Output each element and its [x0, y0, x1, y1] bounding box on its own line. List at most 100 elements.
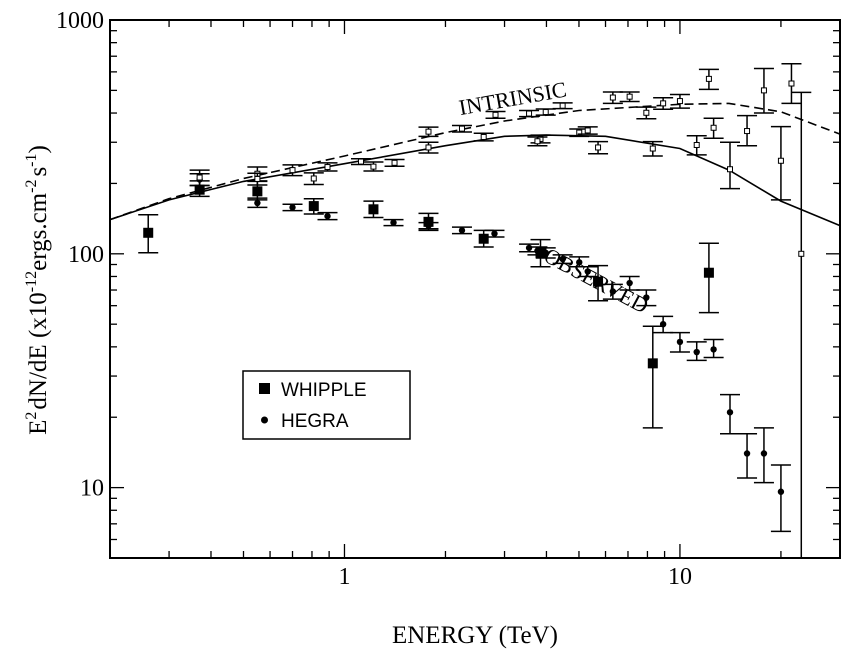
intrinsic-whipple-point — [642, 140, 663, 157]
open-square-marker — [391, 159, 398, 166]
y-tick-label: 1000 — [56, 8, 104, 34]
open-square-marker — [534, 138, 541, 145]
legend-marker-whipple — [259, 383, 270, 394]
intrinsic-hegra-point — [770, 125, 791, 201]
intrinsic-hegra-point — [189, 169, 210, 187]
circle-marker — [626, 279, 633, 287]
open-square-marker — [777, 157, 784, 164]
intrinsic-hegra-point — [720, 141, 741, 190]
circle-marker — [777, 488, 785, 495]
circle-marker — [289, 204, 296, 211]
open-square-marker — [705, 75, 712, 82]
intrinsic-hegra-point — [282, 164, 303, 177]
open-square-marker — [458, 125, 465, 132]
x-tick-labels: 1 10 — [338, 564, 691, 590]
data-points — [138, 62, 812, 558]
whipple-point — [363, 200, 384, 219]
legend-label-hegra: HEGRA — [281, 411, 349, 432]
open-square-marker — [310, 175, 317, 182]
whipple-point — [588, 264, 609, 302]
open-square-marker — [710, 124, 717, 131]
circle-marker — [491, 230, 498, 237]
intrinsic-whipple-point — [418, 141, 439, 154]
open-square-marker — [788, 80, 795, 87]
square-marker — [252, 186, 263, 197]
intrinsic-hegra-point — [653, 97, 674, 111]
open-square-marker — [798, 250, 805, 257]
y-tick-labels: 10 100 1000 — [56, 8, 104, 502]
hegra-point — [451, 226, 472, 235]
curve-annotations: INTRINSIC OBSERVED — [457, 77, 653, 319]
whipple-point — [473, 229, 494, 248]
hegra-point — [753, 427, 774, 484]
square-marker — [593, 276, 604, 287]
circle-marker — [726, 409, 734, 416]
circle-marker — [425, 222, 432, 229]
hegra-point — [737, 432, 758, 479]
open-square-marker — [676, 98, 683, 105]
intrinsic-hegra-point — [247, 172, 268, 186]
x-tick-label: 1 — [338, 564, 350, 590]
open-square-marker — [370, 163, 377, 170]
circle-marker — [534, 247, 541, 255]
circle-marker — [542, 249, 549, 256]
square-marker — [647, 358, 658, 369]
intrinsic-hegra-point — [527, 136, 548, 147]
legend-label-whipple: WHIPPLE — [281, 380, 367, 401]
open-square-marker — [576, 129, 583, 136]
open-square-marker — [595, 144, 602, 151]
open-square-marker — [727, 166, 734, 173]
intrinsic-hegra-point — [602, 91, 623, 105]
legend: WHIPPLE HEGRA — [242, 370, 411, 440]
hegra-point — [383, 218, 404, 227]
open-square-marker — [609, 94, 616, 101]
intrinsic-hegra-point — [703, 117, 724, 140]
open-square-marker — [693, 141, 700, 148]
y-axis-label: E2 dN/dE (x10-12ergs.cm-2 s-1) — [23, 145, 52, 435]
hegra-point — [669, 331, 690, 353]
hegra-point — [552, 254, 573, 265]
intrinsic-hegra-point — [577, 126, 598, 135]
y-label-exp-cm: -2 — [23, 180, 40, 193]
hegra-point — [484, 229, 505, 238]
intrinsic-whipple-point — [530, 134, 551, 144]
intrinsic-whipple-point — [363, 161, 384, 172]
open-square-marker — [492, 111, 499, 118]
hegra-point — [636, 289, 657, 307]
legend-marker-hegra — [261, 416, 268, 424]
open-square-marker — [480, 133, 487, 140]
open-square-marker — [649, 145, 656, 152]
hegra-point — [720, 393, 741, 435]
whipple-point — [642, 325, 663, 429]
x-axis-label: ENERGY (TeV) — [392, 622, 558, 649]
circle-marker — [693, 348, 700, 356]
open-square-marker — [324, 164, 331, 171]
open-square-marker — [744, 128, 751, 135]
circle-marker — [743, 450, 751, 457]
intrinsic-hegra-point — [636, 106, 657, 120]
intrinsic-hegra-point — [686, 134, 707, 156]
legend-box — [242, 370, 411, 440]
circle-marker — [710, 346, 717, 353]
open-square-marker — [643, 109, 650, 116]
circle-marker — [659, 320, 667, 328]
open-square-marker — [526, 110, 533, 117]
hegra-point — [317, 211, 338, 221]
intrinsic-hegra-point — [552, 102, 573, 110]
y-label-exp-s: -1 — [23, 153, 40, 166]
intrinsic-whipple-point — [698, 68, 719, 91]
intrinsic-fit-curve — [109, 102, 841, 221]
y-tick-label: 10 — [80, 476, 104, 502]
open-square-marker — [357, 158, 364, 165]
open-square-marker — [289, 167, 296, 174]
open-square-marker — [559, 102, 566, 109]
intrinsic-hegra-point — [418, 126, 439, 138]
intrinsic-hegra-point — [619, 91, 640, 103]
square-marker — [478, 233, 489, 244]
model-curves — [109, 102, 841, 227]
y-tick-label: 100 — [68, 242, 104, 268]
intrinsic-hegra-point — [519, 109, 540, 118]
intrinsic-hegra-point — [317, 162, 338, 172]
y-label-exp-12: -12 — [23, 271, 40, 292]
